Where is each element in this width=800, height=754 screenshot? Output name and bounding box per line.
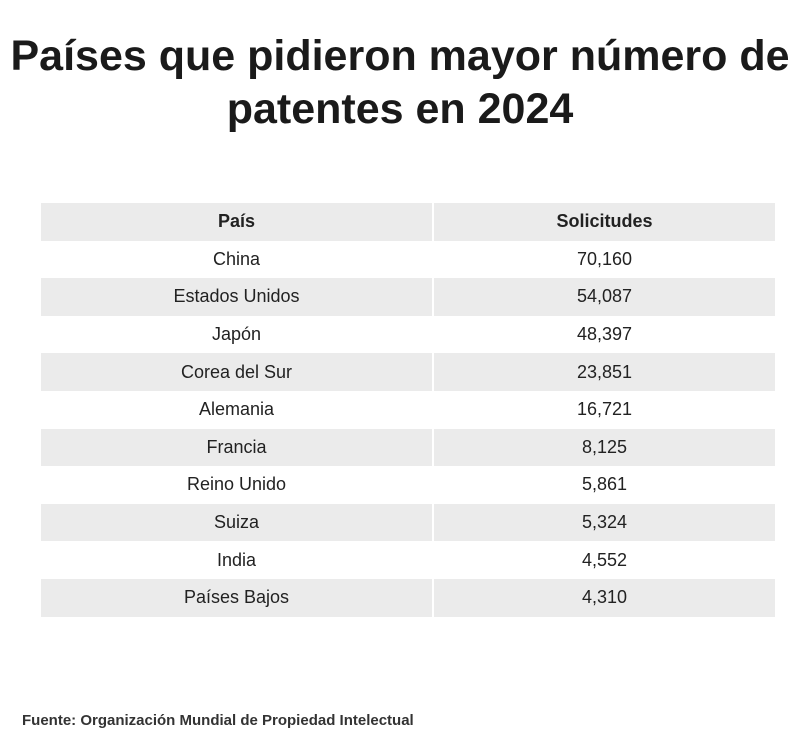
- cell-requests: 16,721: [576, 399, 633, 420]
- table-row: China 70,160: [41, 240, 775, 279]
- cell-country: Japón: [41, 315, 434, 354]
- source-note: Fuente: Organización Mundial de Propieda…: [22, 712, 414, 729]
- cell-country: Corea del Sur: [41, 353, 434, 391]
- cell-country: China: [41, 240, 434, 279]
- column-header-country: País: [41, 203, 434, 241]
- data-table: País Solicitudes China 70,160 Estados Unid…: [41, 203, 775, 617]
- table-body: China 70,160 Estados Unidos 54,087 Japón 48,3…: [41, 240, 775, 617]
- cell-country: Reino Unido: [41, 466, 434, 504]
- table-row: Alemania 16,721: [41, 390, 775, 429]
- cell-requests: 48,397: [576, 324, 633, 345]
- page-title: Países que pidieron mayor número de pate…: [10, 32, 790, 133]
- column-header-requests: Solicitudes: [434, 203, 775, 241]
- cell-requests: 4,552: [581, 549, 628, 570]
- table-row: India 4,552: [41, 541, 775, 579]
- cell-country: Alemania: [41, 390, 434, 429]
- table-row: Suiza 5,324: [41, 503, 775, 542]
- table-row: Países Bajos 4,310: [41, 578, 775, 617]
- table-row: Francia 8,125: [41, 428, 775, 467]
- table-row: Reino Unido 5,861: [41, 466, 775, 504]
- table-row: Japón 48,397: [41, 315, 775, 354]
- table-row: Corea del Sur 23,851: [41, 353, 775, 391]
- cell-country: Países Bajos: [41, 578, 434, 617]
- cell-requests: 54,087: [434, 278, 775, 316]
- cell-requests: 23,851: [434, 353, 775, 391]
- table-header-row: País Solicitudes: [41, 203, 775, 241]
- cell-country: Francia: [41, 428, 434, 467]
- cell-requests: 5,324: [434, 503, 775, 542]
- cell-requests: 70,160: [576, 248, 633, 269]
- cell-country: Estados Unidos: [41, 278, 434, 316]
- table-row: Estados Unidos 54,087: [41, 278, 775, 316]
- cell-country: India: [41, 541, 434, 579]
- cell-requests: 4,310: [434, 578, 775, 617]
- cell-requests: 8,125: [434, 428, 775, 467]
- cell-country: Suiza: [41, 503, 434, 542]
- cell-requests: 5,861: [581, 474, 628, 495]
